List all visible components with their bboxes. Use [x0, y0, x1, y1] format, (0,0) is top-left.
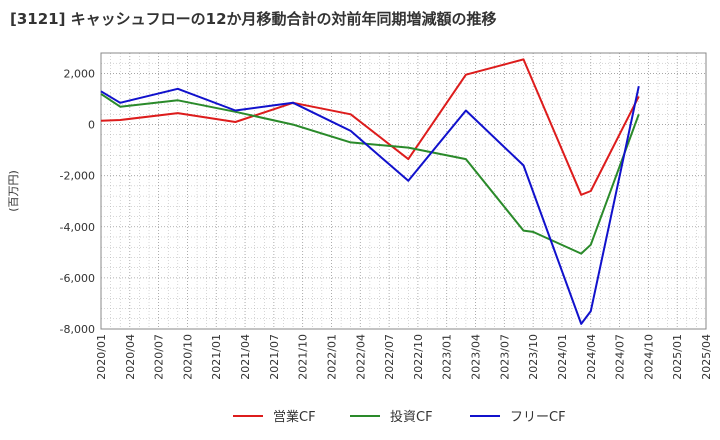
x-tick-label: 2021/04: [239, 334, 252, 380]
legend-label-2: 投資CF: [390, 409, 433, 425]
x-tick-label: 2024/07: [614, 334, 627, 380]
y-axis: 2,000 0 -2,000 -4,000 -6,000 -8,000: [60, 67, 95, 336]
x-tick-label: 2023/07: [498, 334, 511, 380]
x-tick-label: 2021/01: [210, 334, 223, 380]
legend-label-1: 営業CF: [273, 409, 316, 425]
x-tick-label: 2020/01: [95, 334, 108, 380]
x-tick-label: 2025/01: [671, 334, 684, 380]
series-line-3: [100, 85, 640, 325]
legend: 営業CF 投資CF フリーCF: [233, 409, 566, 425]
series-lines: [100, 58, 640, 325]
x-tick-label: 2022/07: [383, 334, 396, 380]
series-line-2: [100, 93, 640, 255]
y-axis-label: (百万円): [7, 170, 20, 212]
y-tick-label: -4,000: [60, 221, 95, 234]
x-tick-label: 2023/04: [470, 334, 483, 380]
y-tick-label: 0: [88, 119, 95, 132]
x-tick-label: 2024/04: [585, 334, 598, 380]
x-axis: 2020/01 2020/04 2020/07 2020/10 2021/01 2021/…: [95, 334, 713, 380]
x-tick-label: 2022/10: [412, 334, 425, 380]
y-tick-label: -8,000: [60, 323, 95, 336]
x-tick-label: 2023/01: [441, 334, 454, 380]
y-tick-label: -6,000: [60, 272, 95, 285]
x-tick-label: 2020/04: [124, 334, 137, 380]
x-tick-label: 2020/10: [181, 334, 194, 380]
series-line-1: [100, 58, 640, 196]
x-tick-label: 2023/10: [527, 334, 540, 380]
x-tick-label: 2024/01: [556, 334, 569, 380]
x-tick-label: 2021/07: [268, 334, 281, 380]
legend-label-3: フリーCF: [510, 410, 566, 425]
x-tick-label: 2021/10: [297, 334, 310, 380]
plot-area: [100, 52, 707, 330]
y-tick-label: 2,000: [64, 67, 96, 80]
grid: [100, 52, 707, 330]
x-tick-label: 2022/01: [325, 334, 338, 380]
y-tick-label: -2,000: [60, 170, 95, 183]
x-tick-label: 2020/07: [153, 334, 166, 380]
x-tick-label: 2024/10: [642, 334, 655, 380]
x-tick-label: 2022/04: [354, 334, 367, 380]
chart-title: [3121] キャッシュフローの12か月移動合計の対前年同期増減額の推移: [10, 10, 497, 28]
x-tick-label: 2025/04: [700, 334, 713, 380]
